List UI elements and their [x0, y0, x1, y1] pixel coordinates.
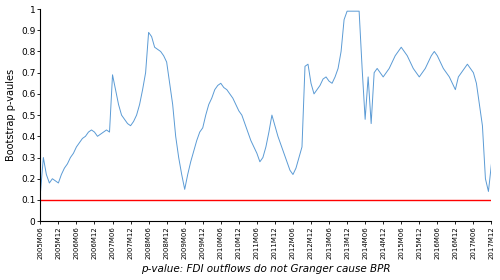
- Y-axis label: Bootstrap p-vaules: Bootstrap p-vaules: [6, 69, 16, 161]
- X-axis label: p-value: FDI outflows do not Granger cause BPR: p-value: FDI outflows do not Granger cau…: [141, 264, 390, 274]
